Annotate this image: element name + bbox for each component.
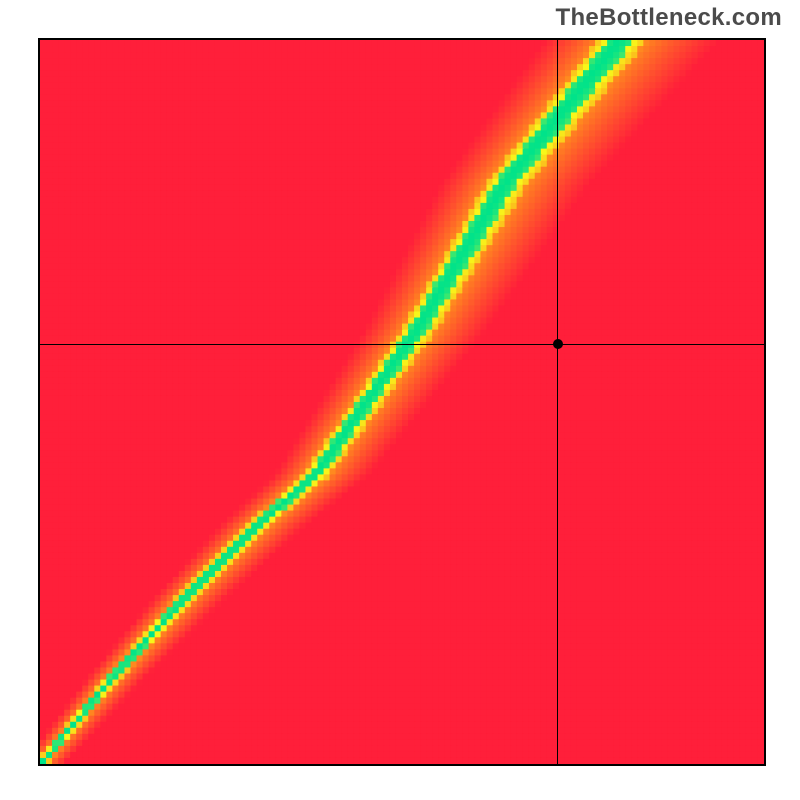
chart-root: TheBottleneck.com xyxy=(0,0,800,800)
plot-frame xyxy=(38,38,766,766)
attribution-label: TheBottleneck.com xyxy=(556,4,782,32)
heatmap-canvas xyxy=(40,40,764,764)
